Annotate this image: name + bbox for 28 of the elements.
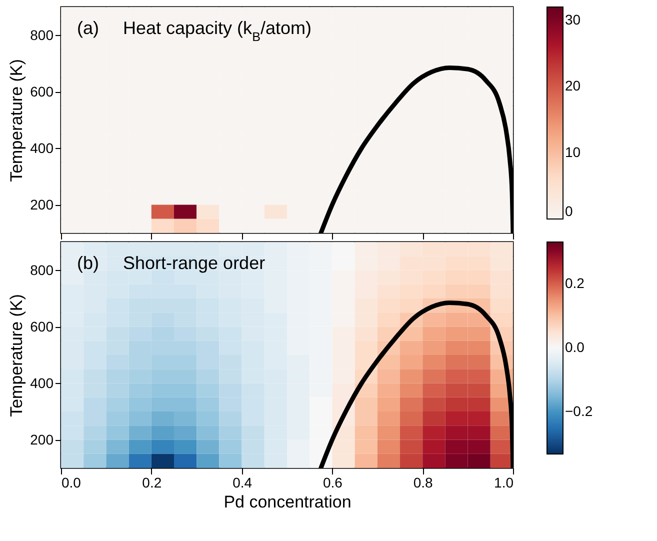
y-tick-label: 200 (30, 196, 54, 212)
y-tick-label: 400 (30, 374, 54, 391)
y-axis-title: Temperature (K) (7, 59, 26, 182)
x-tick-label: 0.8 (413, 474, 434, 490)
x-tick-label: 0.4 (232, 474, 252, 490)
y-tick-label: 200 (30, 431, 54, 448)
x-tick-label: 0.6 (322, 474, 343, 490)
y-tick-label: 800 (30, 26, 54, 43)
annotation: Heat capacity (k$_{B}$/atom) (123, 18, 312, 44)
x-axis-title: Pd concentration (224, 492, 352, 512)
annotation: (a) (77, 18, 99, 38)
color-bar-label: −0.2 (565, 403, 593, 420)
y-tick-label: 400 (30, 140, 54, 156)
color-bar-label: 20 (565, 78, 581, 94)
x-tick-label: 0.2 (142, 474, 162, 490)
color-bar-label: 0 (565, 203, 573, 219)
y-axis-title: Temperature (K) (7, 294, 26, 417)
annotation: (b) (77, 253, 99, 273)
y-tick-label: 600 (30, 83, 54, 100)
annotation: Short-range order (123, 253, 266, 273)
color-bar-label: 0.2 (565, 274, 585, 291)
x-tick-label: 1.0 (494, 474, 514, 490)
color-bar-label: 30 (565, 11, 581, 28)
color-bar-label: 10 (565, 144, 581, 160)
color-bar-label: 0.0 (565, 339, 585, 355)
y-tick-label: 800 (30, 262, 54, 278)
x-tick-label: 0.0 (62, 474, 82, 490)
y-tick-label: 600 (30, 318, 54, 334)
